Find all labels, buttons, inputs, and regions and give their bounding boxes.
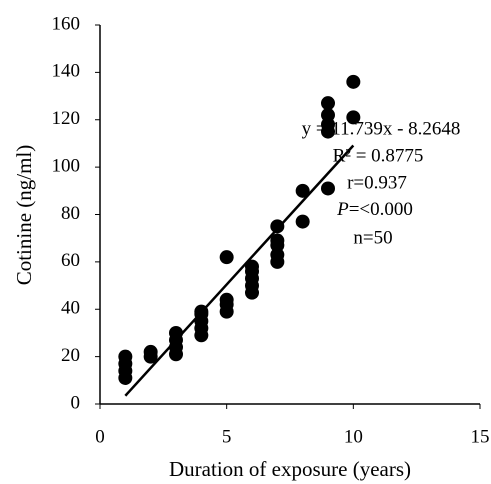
x-tick-label: 5 (222, 426, 232, 447)
data-point (219, 292, 234, 307)
y-tick-label: 120 (52, 108, 81, 129)
data-point (295, 183, 310, 198)
data-point (143, 344, 158, 359)
x-tick-label: 10 (344, 426, 363, 447)
data-point (321, 181, 335, 196)
data-point (321, 108, 335, 123)
y-tick-label: 40 (61, 298, 80, 319)
y-tick-label: 80 (61, 203, 80, 224)
x-tick-label: 0 (95, 426, 105, 447)
annotation-p-value: =<0.000 (349, 199, 413, 220)
trendline (124, 144, 355, 397)
annotation: r=0.937 (347, 172, 407, 193)
y-axis-title: Cotinine (ng/ml) (12, 145, 36, 286)
y-tick-label: 60 (61, 250, 80, 271)
annotation: y = 11.739x - 8.2648 (302, 118, 461, 139)
data-point (245, 259, 259, 274)
data-point (270, 233, 285, 248)
data-point (219, 250, 234, 265)
x-tick-label: 15 (471, 426, 490, 447)
annotation: n=50 (353, 227, 392, 248)
y-tick-label: 140 (52, 61, 81, 82)
x-axis-title: Duration of exposure (years) (169, 457, 411, 481)
data-point (118, 349, 133, 364)
y-tick-label: 0 (71, 392, 81, 413)
data-point (321, 96, 335, 111)
data-point (295, 214, 310, 229)
data-point (270, 219, 285, 234)
annotation-p: P (336, 199, 349, 220)
annotation: R² = 0.8775 (333, 145, 424, 166)
annotation: P=<0.000 (336, 199, 413, 220)
data-point (346, 74, 361, 89)
y-tick-label: 100 (52, 155, 81, 176)
y-tick-label: 160 (52, 13, 81, 34)
y-tick-label: 20 (61, 345, 80, 366)
data-point (346, 110, 361, 125)
